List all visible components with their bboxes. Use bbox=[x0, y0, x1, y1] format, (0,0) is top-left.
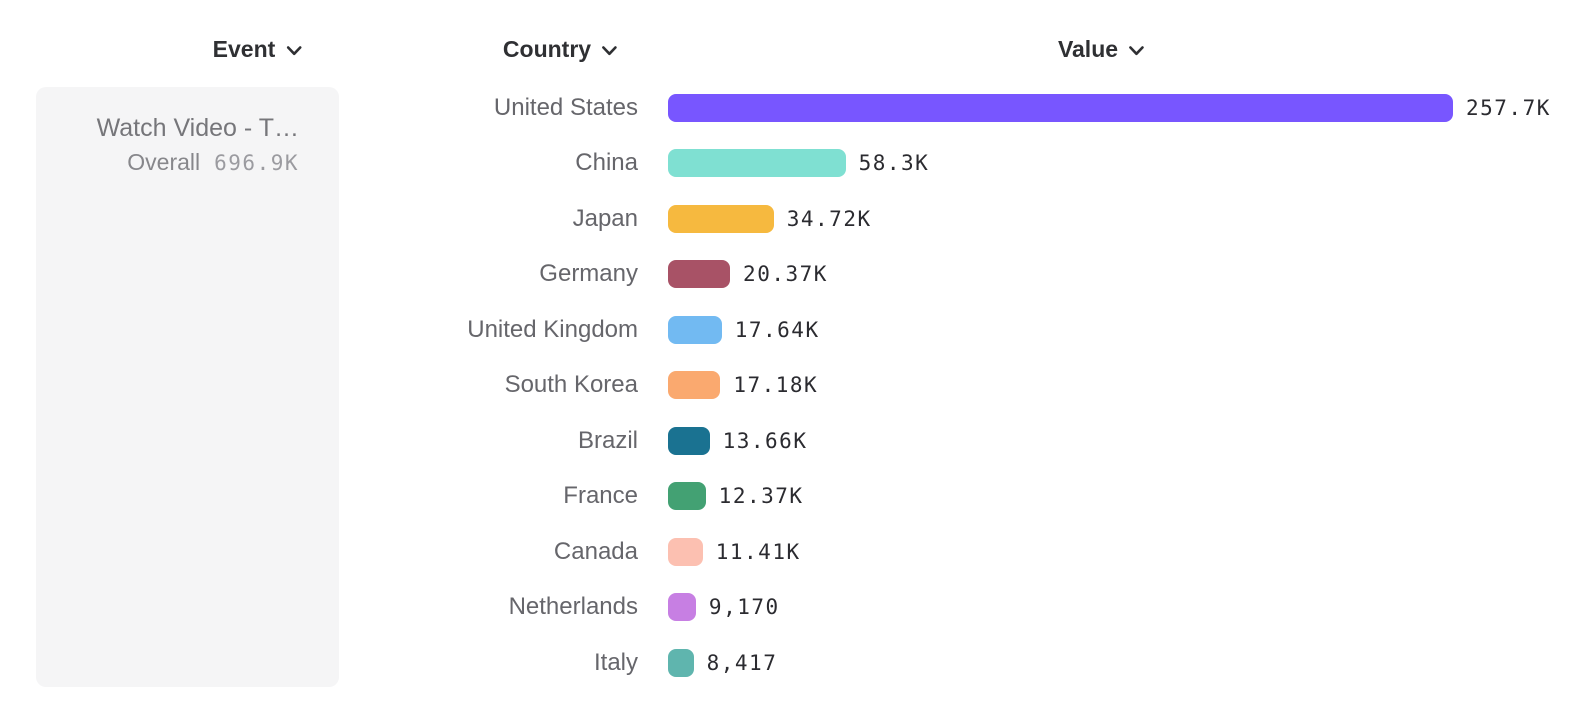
value-label: 17.18K bbox=[733, 373, 819, 398]
event-column-header[interactable]: Event bbox=[213, 36, 302, 63]
table-row: China 58.3K bbox=[0, 136, 1584, 192]
value-label: 11.41K bbox=[715, 539, 801, 564]
value-label: 34.72K bbox=[786, 206, 872, 231]
overall-value: 696.9K bbox=[214, 151, 299, 175]
event-card[interactable]: Watch Video - T… Overall 696.9K bbox=[36, 87, 339, 687]
value-bar[interactable] bbox=[668, 371, 721, 400]
value-bar[interactable] bbox=[668, 648, 694, 677]
value-bar[interactable] bbox=[668, 315, 722, 344]
value-bar[interactable] bbox=[668, 482, 706, 511]
value-label: 12.37K bbox=[718, 484, 804, 509]
country-bar-chart: United States 257.7K China 58.3K Japan 34.72K… bbox=[0, 80, 1584, 691]
value-bar[interactable] bbox=[668, 260, 731, 289]
event-title: Watch Video - T… bbox=[96, 114, 299, 142]
country-label: Brazil bbox=[577, 426, 638, 454]
value-label: 257.7K bbox=[1466, 95, 1551, 120]
country-label: Japan bbox=[572, 204, 638, 232]
overall-label: Overall bbox=[127, 149, 201, 175]
table-row: Italy 8,417 bbox=[0, 635, 1584, 691]
country-label: China bbox=[575, 149, 638, 177]
value-label: 13.66K bbox=[722, 428, 808, 453]
country-label: Germany bbox=[539, 260, 638, 288]
value-label: 20.37K bbox=[743, 262, 828, 287]
table-row: United States 257.7K bbox=[0, 80, 1584, 136]
value-bar[interactable] bbox=[668, 149, 846, 178]
table-row: Canada 11.41K bbox=[0, 524, 1584, 580]
country-label: France bbox=[563, 482, 638, 510]
value-label: 17.64K bbox=[734, 317, 820, 342]
value-label: 8,417 bbox=[706, 650, 778, 675]
value-column-label: Value bbox=[1057, 36, 1119, 62]
table-row: Brazil 13.66K bbox=[0, 413, 1584, 469]
country-label: United Kingdom bbox=[467, 315, 638, 343]
table-row: France 12.37K bbox=[0, 469, 1584, 525]
value-bar[interactable] bbox=[668, 593, 696, 622]
table-row: Germany 20.37K bbox=[0, 247, 1584, 303]
country-label: Canada bbox=[553, 537, 638, 565]
value-label: 9,170 bbox=[708, 595, 780, 620]
value-column-header[interactable]: Value bbox=[1058, 36, 1144, 63]
chevron-down-icon bbox=[602, 46, 617, 56]
country-label: Italy bbox=[593, 648, 638, 676]
country-label: United States bbox=[493, 93, 638, 121]
event-column-label: Event bbox=[212, 36, 276, 62]
table-row: South Korea 17.18K bbox=[0, 358, 1584, 414]
table-row: United Kingdom 17.64K bbox=[0, 302, 1584, 358]
value-bar[interactable] bbox=[668, 537, 703, 566]
country-column-header[interactable]: Country bbox=[503, 36, 617, 63]
value-bar[interactable] bbox=[668, 204, 774, 233]
chevron-down-icon bbox=[1129, 46, 1144, 56]
country-column-label: Country bbox=[502, 36, 592, 62]
table-row: Netherlands 9,170 bbox=[0, 580, 1584, 636]
event-overall-row: Overall 696.9K bbox=[56, 149, 299, 176]
value-bar[interactable] bbox=[668, 426, 710, 455]
value-label: 58.3K bbox=[858, 151, 930, 176]
table-row: Japan 34.72K bbox=[0, 191, 1584, 247]
value-bar[interactable] bbox=[668, 93, 1453, 122]
country-label: Netherlands bbox=[508, 593, 638, 621]
chevron-down-icon bbox=[286, 46, 302, 56]
country-label: South Korea bbox=[504, 371, 638, 399]
